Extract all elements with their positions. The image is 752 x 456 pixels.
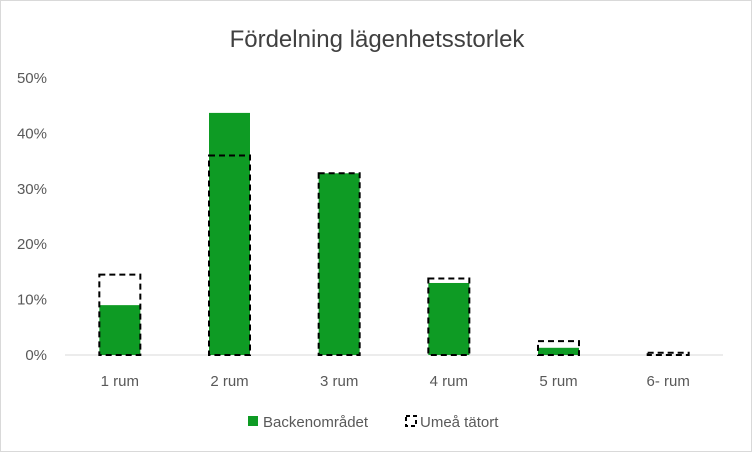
bar-umea-tatort [317,172,361,356]
y-tick-label: 40% [17,125,47,142]
bar-backenomradet [209,112,250,355]
bars [98,112,690,357]
y-tick-label: 10% [17,292,47,309]
bar-backenomradet [538,347,579,355]
bar-backenomradet [318,173,360,355]
bar-umea-tatort [98,273,142,357]
x-axis: 1 rum 2 rum 3 rum 4 rum 5 rum 6- rum [65,354,723,390]
legend-label-backenomradet: Backenområdet [263,414,369,431]
y-axis: 0% 10% 20% 30% 40% 50% [17,70,47,364]
x-tick-label: 4 rum [430,373,468,390]
y-tick-label: 20% [17,236,47,253]
bar-umea-tatort [427,277,471,357]
bar-backenomradet [428,282,470,355]
x-tick-label: 6- rum [646,373,689,390]
legend-label-umea-tatort: Umeå tätort [420,414,499,431]
chart-title: Fördelning lägenhetsstorlek [230,26,526,53]
y-tick-label: 30% [17,181,47,198]
x-tick-label: 5 rum [539,373,577,390]
bar-umea-tatort [537,340,580,356]
legend: Backenområdet Umeå tätort [248,414,499,431]
y-tick-label: 50% [17,70,47,87]
bar-umea-tatort [646,351,690,356]
x-tick-label: 2 rum [210,373,248,390]
legend-swatch-backenomradet [248,416,258,426]
legend-swatch-umea-tatort [405,415,417,427]
bar-umea-tatort [208,154,251,356]
x-tick-label: 3 rum [320,373,358,390]
bar-backenomradet [99,305,141,355]
x-tick-label: 1 rum [101,373,139,390]
y-tick-label: 0% [25,347,47,364]
